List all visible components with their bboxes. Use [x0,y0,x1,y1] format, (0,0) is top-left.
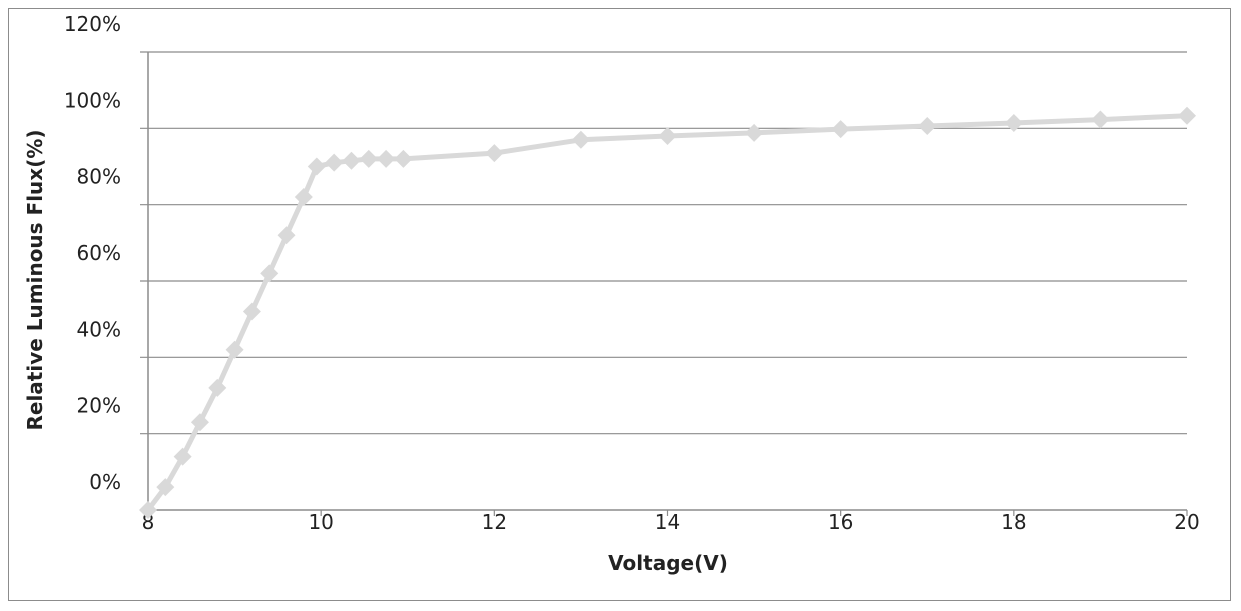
x-tick-label: 8 [142,510,155,534]
data-point-marker [242,302,261,321]
data-point-marker [307,157,326,176]
data-point-marker [745,123,764,142]
data-point-marker [359,149,378,168]
x-tick-label: 18 [1001,510,1026,534]
data-point-marker [377,149,396,168]
data-point-marker [294,188,313,207]
y-axis-title: Relative Luminous Flux(%) [23,129,47,430]
data-point-marker [190,413,209,432]
data-point-marker [658,126,677,145]
x-tick-label: 10 [308,510,333,534]
y-tick-label: 20% [77,394,121,418]
y-tick-label: 0% [89,470,121,494]
data-point-marker [208,378,227,397]
data-point-marker [571,130,590,149]
chart-frame [8,8,1231,601]
data-point-marker [173,447,192,466]
x-tick-label: 12 [482,510,507,534]
data-point-marker [260,264,279,283]
y-tick-label: 100% [64,88,121,112]
data-point-marker [225,340,244,359]
y-tick-labels: 0% 20% 40% 60% 80% 100% 120% [64,12,121,494]
y-tick-label: 80% [77,165,121,189]
axes [140,52,1187,511]
data-point-marker [1178,106,1196,125]
data-point-marker [918,117,937,136]
x-tick-label: 16 [828,510,853,534]
data-point-marker [139,501,157,519]
series-line [146,113,1188,512]
x-tick-label: 14 [655,510,680,534]
data-point-marker [277,226,296,245]
series-markers [139,106,1196,519]
y-tick-label: 40% [77,317,121,341]
y-tick-label: 60% [77,241,121,265]
y-tick-label: 120% [64,12,121,36]
x-tick-labels: 8 10 12 14 16 18 20 [142,510,1200,534]
data-point-marker [1091,110,1110,129]
x-tick-label: 20 [1174,510,1199,534]
x-axis-title: Voltage(V) [608,551,728,575]
data-point-marker [1004,113,1023,132]
data-point-marker [394,149,413,168]
data-point-marker [156,478,175,497]
data-point-marker [485,144,504,163]
data-point-marker [831,120,850,139]
data-point-marker [342,151,361,170]
data-point-marker [325,153,344,172]
